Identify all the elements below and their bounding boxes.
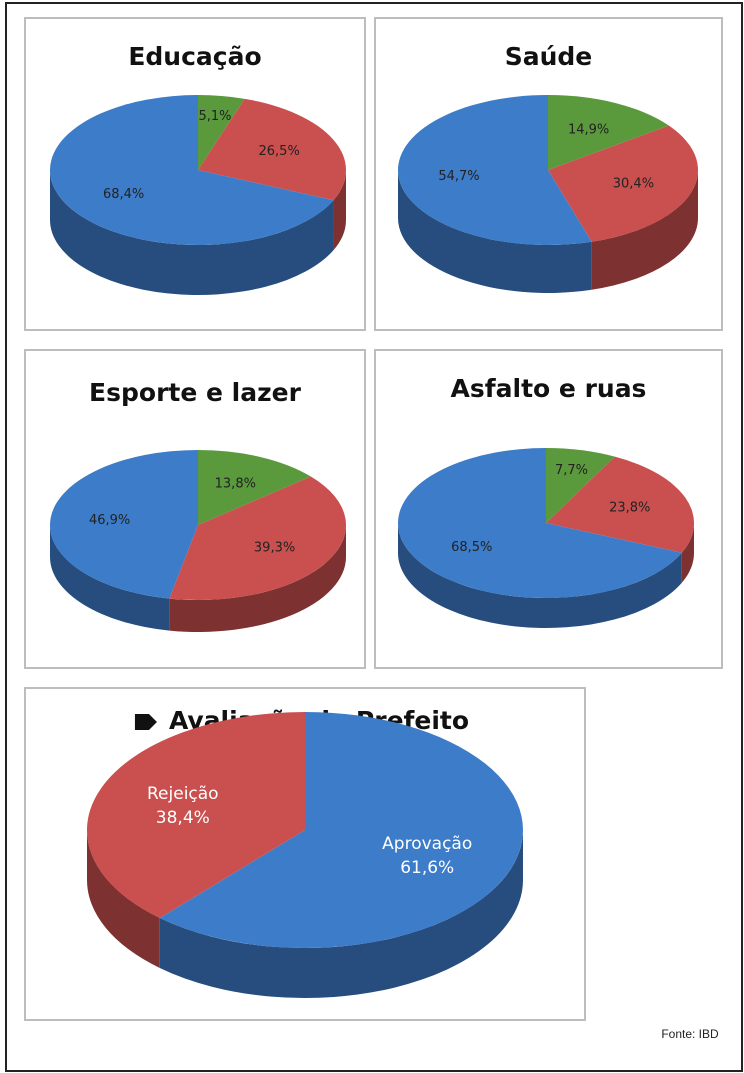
value-label: 13,8% bbox=[215, 477, 256, 492]
value-label: 54,7% bbox=[438, 169, 479, 184]
pie-slice bbox=[87, 712, 305, 919]
value-label: 23,8% bbox=[609, 501, 650, 516]
pie-slice bbox=[159, 712, 523, 949]
value-label: 61,6% bbox=[400, 858, 454, 878]
pie-side bbox=[159, 830, 523, 998]
value-label: 30,4% bbox=[613, 177, 654, 192]
value-label: 39,3% bbox=[254, 540, 295, 555]
value-label: 68,5% bbox=[451, 540, 492, 555]
chart-title: Esporte e lazer bbox=[89, 378, 302, 407]
pie-slice bbox=[548, 125, 699, 242]
value-label: 46,9% bbox=[89, 513, 130, 528]
source: Fonte: IBD bbox=[661, 1027, 719, 1041]
pie-side bbox=[50, 525, 170, 631]
title-bullet bbox=[134, 714, 157, 730]
chart-title: Saúde bbox=[505, 42, 593, 71]
chart-title: Educação bbox=[128, 42, 261, 71]
category-label: Rejeição bbox=[147, 784, 219, 804]
value-label: 5,1% bbox=[198, 109, 231, 124]
chart-title: Asfalto e ruas bbox=[451, 374, 647, 403]
pie-slice bbox=[169, 476, 346, 600]
outer-border bbox=[5, 2, 743, 1072]
category-label: Aprovação bbox=[382, 834, 472, 854]
pie-slice bbox=[198, 450, 311, 525]
pie-side bbox=[398, 523, 682, 629]
pie-slice bbox=[198, 95, 245, 170]
pie-side bbox=[169, 525, 346, 632]
value-label: 14,9% bbox=[568, 122, 609, 137]
pie-slice bbox=[198, 98, 346, 201]
pie-slice bbox=[50, 450, 198, 599]
value-label: 38,4% bbox=[156, 808, 210, 828]
value-label: 68,4% bbox=[103, 187, 144, 202]
pie-side bbox=[333, 170, 346, 251]
pie-slice bbox=[49, 95, 334, 246]
pie-slice bbox=[397, 448, 682, 598]
pie-slice bbox=[546, 456, 694, 553]
value-label: 7,7% bbox=[555, 463, 588, 478]
pie-slice bbox=[548, 95, 669, 170]
value-label: 26,5% bbox=[259, 144, 300, 159]
pie-side bbox=[87, 830, 160, 969]
pie-slice bbox=[398, 95, 592, 245]
pie-side bbox=[50, 170, 334, 295]
pie-side bbox=[398, 170, 592, 294]
pie-slice bbox=[546, 448, 615, 523]
pie-side bbox=[681, 523, 694, 583]
pie-side bbox=[591, 170, 698, 290]
